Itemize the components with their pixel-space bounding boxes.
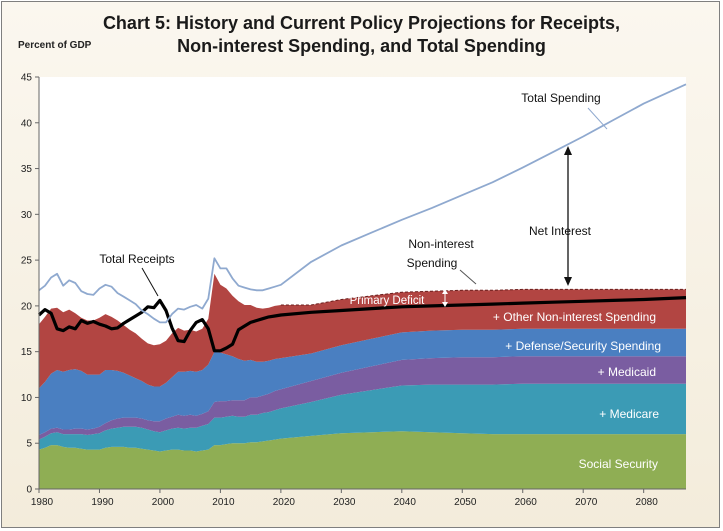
x-tick-label-2030: 2030 [333, 497, 356, 508]
line-total-receipts [37, 296, 687, 353]
deficit-arrow-up [442, 289, 448, 294]
label-other-non-interest: + Other Non-interest Spending [493, 310, 656, 324]
area-medicare [39, 383, 686, 452]
label-medicare: + Medicare [599, 407, 659, 421]
y-tick-label-30: 30 [21, 210, 33, 221]
y-tick-label-15: 15 [21, 347, 33, 358]
y-tick-label-20: 20 [21, 301, 33, 312]
area-social-security [39, 431, 686, 489]
leader-total-receipts [141, 267, 159, 297]
leader-non-interest [459, 269, 477, 285]
y-tick-label-40: 40 [21, 118, 33, 129]
y-tick-label-45: 45 [21, 73, 33, 84]
label-medicaid: + Medicaid [598, 365, 656, 379]
label-net-interest: Net Interest [529, 224, 592, 238]
x-tick-label-2000: 2000 [152, 497, 175, 508]
x-tick-label-2010: 2010 [212, 497, 235, 508]
area-medicaid [39, 356, 686, 440]
label-social-security: Social Security [579, 457, 658, 471]
label-total-receipts: Total Receipts [99, 252, 174, 266]
chart-title-line-2: Non-interest Spending, and Total Spendin… [177, 36, 546, 56]
x-tick-label-2080: 2080 [636, 497, 659, 508]
arrowhead-down [564, 277, 572, 286]
label-non-interest-line2: Spending [407, 256, 458, 270]
label-total-spending: Total Spending [521, 91, 600, 105]
y-tick-label-0: 0 [26, 485, 32, 496]
label-defense: + Defense/Security Spending [505, 339, 661, 353]
deficit-arrow-down [442, 302, 448, 307]
line-total-spending [38, 83, 687, 324]
x-tick-label-2050: 2050 [454, 497, 477, 508]
non-interest-spending-outline [280, 288, 686, 306]
series-lines [37, 83, 687, 353]
y-tick-label-5: 5 [26, 439, 32, 450]
y-tick-label-10: 10 [21, 393, 33, 404]
y-tick-label-35: 35 [21, 164, 33, 175]
x-tick-label-2070: 2070 [575, 497, 598, 508]
x-tick-label-2060: 2060 [515, 497, 538, 508]
label-primary-deficit: Primary Deficit [350, 295, 426, 307]
chart-title-line-1: Chart 5: History and Current Policy Proj… [102, 13, 621, 33]
y-tick-label-25: 25 [21, 256, 33, 267]
x-tick-label-2040: 2040 [394, 497, 417, 508]
area-defense-security-spending [39, 328, 686, 435]
x-tick-label-1990: 1990 [91, 497, 114, 508]
annotations: Total Spending Net Interest Non-interest… [99, 91, 661, 471]
arrowhead-up [564, 146, 572, 155]
leader-total-spending [587, 107, 608, 130]
axes: 0 5 10 15 20 25 30 35 40 45 1980 1990 2000 2010 2020 20… [21, 73, 686, 508]
x-tick-label-2020: 2020 [273, 497, 296, 508]
chart-title: Chart 5: History and Current Policy Proj… [0, 12, 723, 58]
stacked-areas [39, 273, 686, 489]
y-axis-unit-label: Percent of GDP [18, 40, 92, 51]
label-non-interest-line1: Non-interest [408, 237, 474, 251]
x-tick-label-1980: 1980 [31, 497, 54, 508]
